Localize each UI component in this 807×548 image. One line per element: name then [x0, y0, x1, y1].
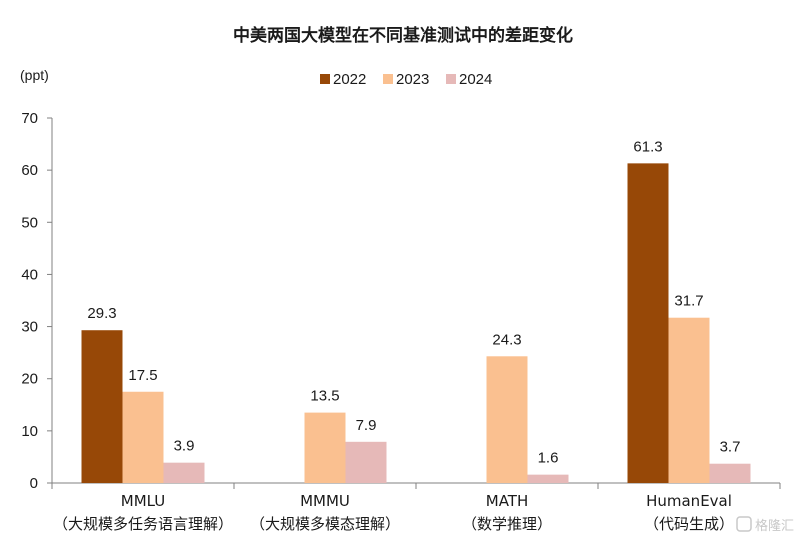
category-labels: MMLU （大规模多任务语言理解） MMMU （大规模多模态理解） MATH （数学推理）… — [53, 492, 734, 533]
data-label: 1.6 — [538, 450, 559, 467]
legend: 2022 2023 2024 — [320, 71, 492, 88]
data-label: 31.7 — [674, 293, 703, 310]
bar-2024 — [527, 474, 569, 483]
category-sublabel: （大规模多任务语言理解） — [53, 515, 233, 533]
y-axis-unit: (ppt) — [20, 67, 49, 83]
data-label: 17.5 — [128, 367, 157, 384]
category-sublabel: （数学推理） — [462, 515, 552, 533]
y-tick-label: 0 — [30, 475, 38, 492]
y-tick-label: 60 — [21, 162, 38, 179]
bar-2023 — [122, 391, 164, 483]
bar-2023 — [304, 412, 346, 483]
watermark-logo-icon — [736, 516, 752, 532]
y-tick-label: 30 — [21, 319, 38, 336]
legend-swatch-2022 — [320, 74, 330, 84]
y-tick-label: 20 — [21, 371, 38, 388]
watermark-text: 格隆汇 — [755, 518, 794, 534]
legend-swatch-2024 — [446, 74, 456, 84]
category-label: HumanEval — [646, 492, 732, 510]
category-label: MMMU — [300, 492, 350, 510]
bar-2024 — [345, 441, 387, 483]
category-sublabel: （大规模多模态理解） — [250, 515, 400, 533]
y-tick-label: 10 — [21, 423, 38, 440]
bar-2023 — [668, 317, 710, 483]
data-label: 7.9 — [356, 417, 377, 434]
legend-label: 2023 — [396, 71, 429, 88]
y-tick-label: 50 — [21, 214, 38, 231]
y-tick-label: 40 — [21, 266, 38, 283]
bar-2022 — [81, 330, 123, 483]
bars — [81, 163, 751, 483]
watermark: 格隆汇 — [736, 516, 794, 534]
legend-label: 2022 — [333, 71, 366, 88]
category-sublabel: （代码生成） — [644, 515, 734, 533]
category-label: MMLU — [121, 492, 165, 510]
data-label: 13.5 — [310, 388, 339, 405]
legend-label: 2024 — [459, 71, 492, 88]
bar-2023 — [486, 356, 528, 483]
bar-2024 — [709, 463, 751, 483]
category-label: MATH — [486, 492, 528, 510]
data-label: 61.3 — [633, 138, 662, 155]
data-label: 3.9 — [174, 438, 195, 455]
bar-2022 — [627, 163, 669, 483]
data-label: 29.3 — [87, 305, 116, 322]
chart-title: 中美两国大模型在不同基准测试中的差距变化 — [233, 25, 573, 46]
y-tick-label: 70 — [21, 110, 38, 127]
data-labels: 29.3 17.5 3.9 13.5 7.9 24.3 1.6 61.3 31.7 3.7 — [87, 138, 740, 466]
bar-2024 — [163, 462, 205, 483]
legend-swatch-2023 — [383, 74, 393, 84]
data-label: 24.3 — [492, 331, 521, 348]
data-label: 3.7 — [720, 439, 741, 456]
